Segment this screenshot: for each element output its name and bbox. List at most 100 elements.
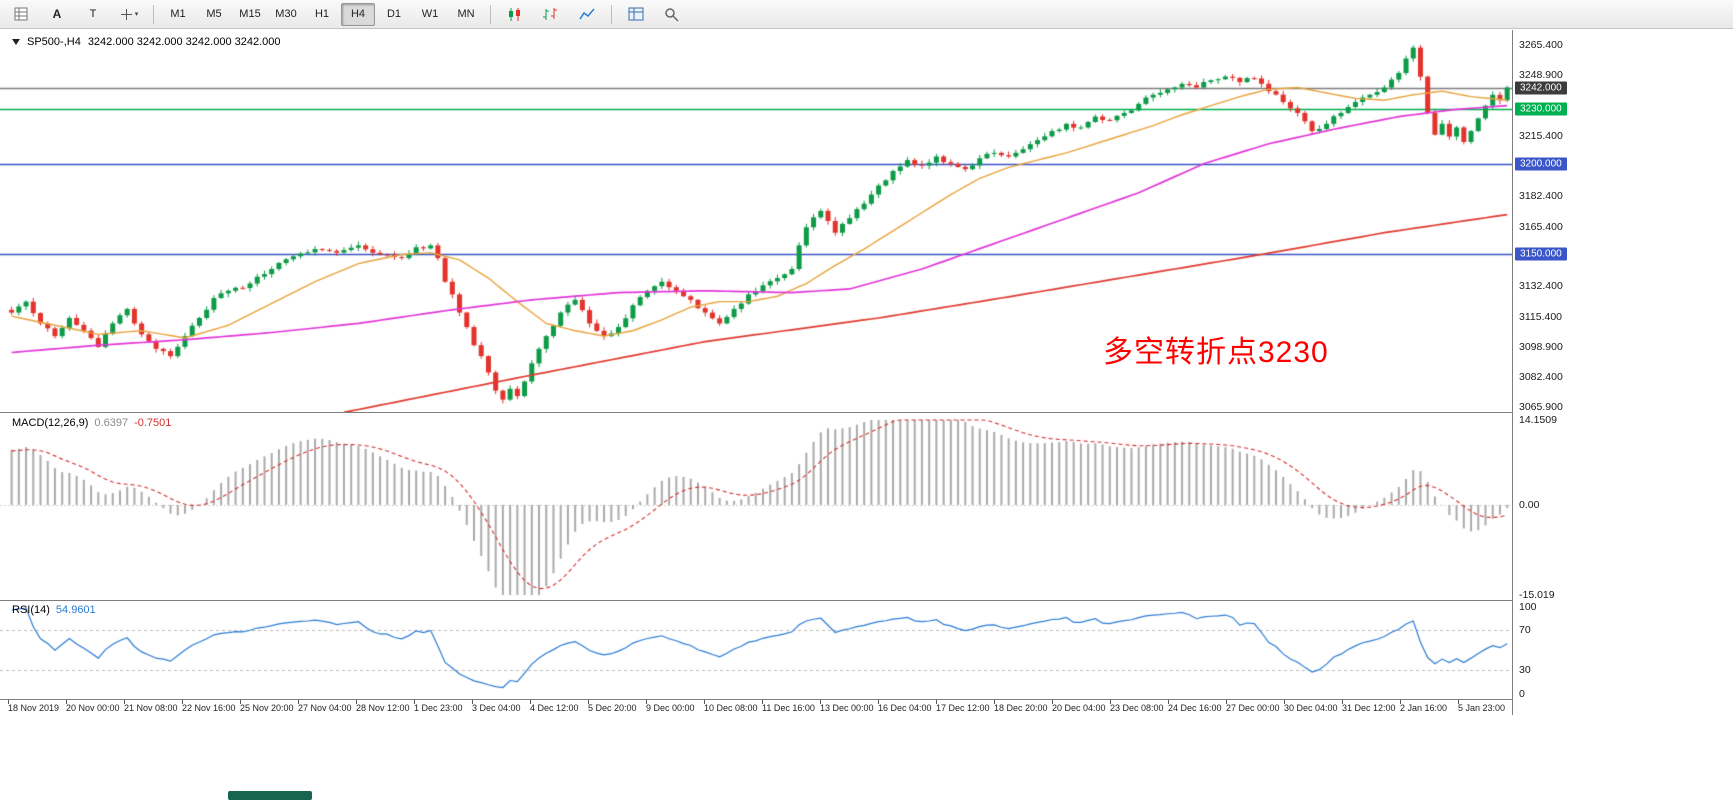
time-label: 17 Dec 12:00 [936,703,990,713]
zoom-icon[interactable] [655,3,689,26]
text-tool-icon-label: T [89,8,97,20]
macd-panel-canvas[interactable] [0,413,1512,600]
time-tick [1052,700,1053,704]
font-a-icon[interactable]: A [40,3,74,26]
chart-grid-icon[interactable] [4,3,38,26]
time-label: 2 Jan 16:00 [1400,703,1448,713]
macd-signal-value: -0.7501 [134,417,172,429]
time-tick [1458,700,1459,704]
pivot-level-3230-badge: 3230.000 [1515,102,1567,116]
price-tick-label: 3082.400 [1519,371,1563,384]
current-price-line-badge: 3242.000 [1515,81,1567,95]
timeframe-button-m30[interactable]: M30 [275,8,297,20]
time-tick [762,700,763,704]
time-tick [646,700,647,704]
ohlc-values: 3242.000 3242.000 3242.000 3242.000 [87,36,281,48]
time-label: 28 Nov 12:00 [356,703,410,713]
time-tick [1284,700,1285,704]
time-tick [66,700,67,704]
text-tool-icon[interactable]: T [76,3,110,26]
quick-nav-icon[interactable] [12,39,20,45]
price-tick-label: 3165.400 [1519,220,1563,233]
rsi-value: 54.9601 [55,604,96,616]
rsi-scale-label: 70 [1519,624,1531,637]
time-tick [994,700,995,704]
timeframe-button-mn[interactable]: MN [457,8,475,20]
toolbar-right-group [498,3,689,26]
time-tick [472,700,473,704]
chart-annotation-text: 多空转折点3230 [1103,336,1329,369]
time-axis[interactable]: 18 Nov 2019 20 Nov 00:00 21 Nov 08:00 22 No… [0,700,1512,714]
rsi-scale-label: 100 [1519,601,1537,613]
time-label: 13 Dec 00:00 [820,703,874,713]
time-label: 20 Nov 00:00 [66,703,120,713]
time-label: 21 Nov 08:00 [124,703,178,713]
toolbar-separator [490,4,491,24]
timeframe-button-m5[interactable]: M5 [206,8,222,20]
time-label: 9 Dec 00:00 [646,703,695,713]
time-label: 23 Dec 08:00 [1110,703,1164,713]
time-tick [530,700,531,704]
time-label: 31 Dec 12:00 [1342,703,1396,713]
time-label: 27 Nov 04:00 [298,703,352,713]
timeframe-button-m15[interactable]: M15 [239,8,261,20]
timeframe-button-d1[interactable]: D1 [386,8,402,20]
time-tick [1400,700,1401,704]
time-tick [356,700,357,704]
price-tick-label: 3182.400 [1519,189,1563,202]
rsi-title: RSI(14) [12,604,50,616]
toolbar-separator [153,4,154,24]
time-label: 11 Dec 16:00 [762,703,815,713]
cursor-mode-icon[interactable]: ▾ [112,3,146,26]
candlesticks-icon[interactable] [498,3,532,26]
toolbar-separator [611,4,612,24]
timeframe-button-h1[interactable]: H1 [314,8,330,20]
font-a-icon-label: A [52,7,62,21]
time-tick [8,700,9,704]
time-label: 5 Jan 23:00 [1458,703,1506,713]
price-tick-label: 3215.400 [1519,129,1563,142]
time-label: 4 Dec 12:00 [530,703,579,713]
new-chart-grid-icon[interactable] [619,3,653,26]
time-label: 25 Nov 20:00 [240,703,294,713]
bar-chart-icon[interactable] [534,3,568,26]
time-tick [878,700,879,704]
timeframe-button-w1[interactable]: W1 [421,8,439,20]
time-tick [704,700,705,704]
time-label: 5 Dec 20:00 [588,703,637,713]
panel-divider [0,412,1733,413]
line-chart-icon[interactable] [570,3,604,26]
price-tick-label: 3098.900 [1519,341,1563,354]
toolbar: A T ▾ M1 M5 M15 M30 H1 H4 D1 W1 MN [0,0,1733,29]
time-label: 27 Dec 00:00 [1226,703,1280,713]
timeframe-button-h4[interactable]: H4 [341,2,375,26]
price-scale[interactable]: 3265.400 3248.900 3215.400 3182.400 3165.400… [1513,30,1733,700]
price-tick-label: 3248.900 [1519,69,1563,81]
time-tick [124,700,125,704]
rsi-panel-canvas[interactable] [0,601,1512,699]
timeframe-button-m1[interactable]: M1 [170,8,186,20]
time-label: 10 Dec 08:00 [704,703,758,713]
time-label: 30 Dec 04:00 [1284,703,1338,713]
candlestick-chart-canvas[interactable] [0,30,1512,412]
time-tick [1226,700,1227,704]
panel-divider [0,600,1733,601]
time-label: 18 Nov 2019 [8,703,60,713]
time-tick [1110,700,1111,704]
time-label: 22 Nov 16:00 [182,703,236,713]
macd-scale-label: -15.019 [1519,589,1555,601]
time-label: 3 Dec 04:00 [472,703,521,713]
price-tick-label: 3115.400 [1519,311,1563,324]
horizontal-scrollbar-thumb[interactable] [228,791,312,800]
time-tick [1342,700,1343,704]
time-tick [1168,700,1169,704]
time-tick [414,700,415,704]
timeframe-group: M1 M5 M15 M30 H1 H4 D1 W1 MN [161,2,483,26]
time-tick [298,700,299,704]
time-label: 20 Dec 04:00 [1052,703,1106,713]
macd-main-value: 0.6397 [94,417,129,429]
symbol-period-label: SP500-,H4 [27,36,81,48]
time-tick [588,700,589,704]
panel-divider [0,699,1733,700]
